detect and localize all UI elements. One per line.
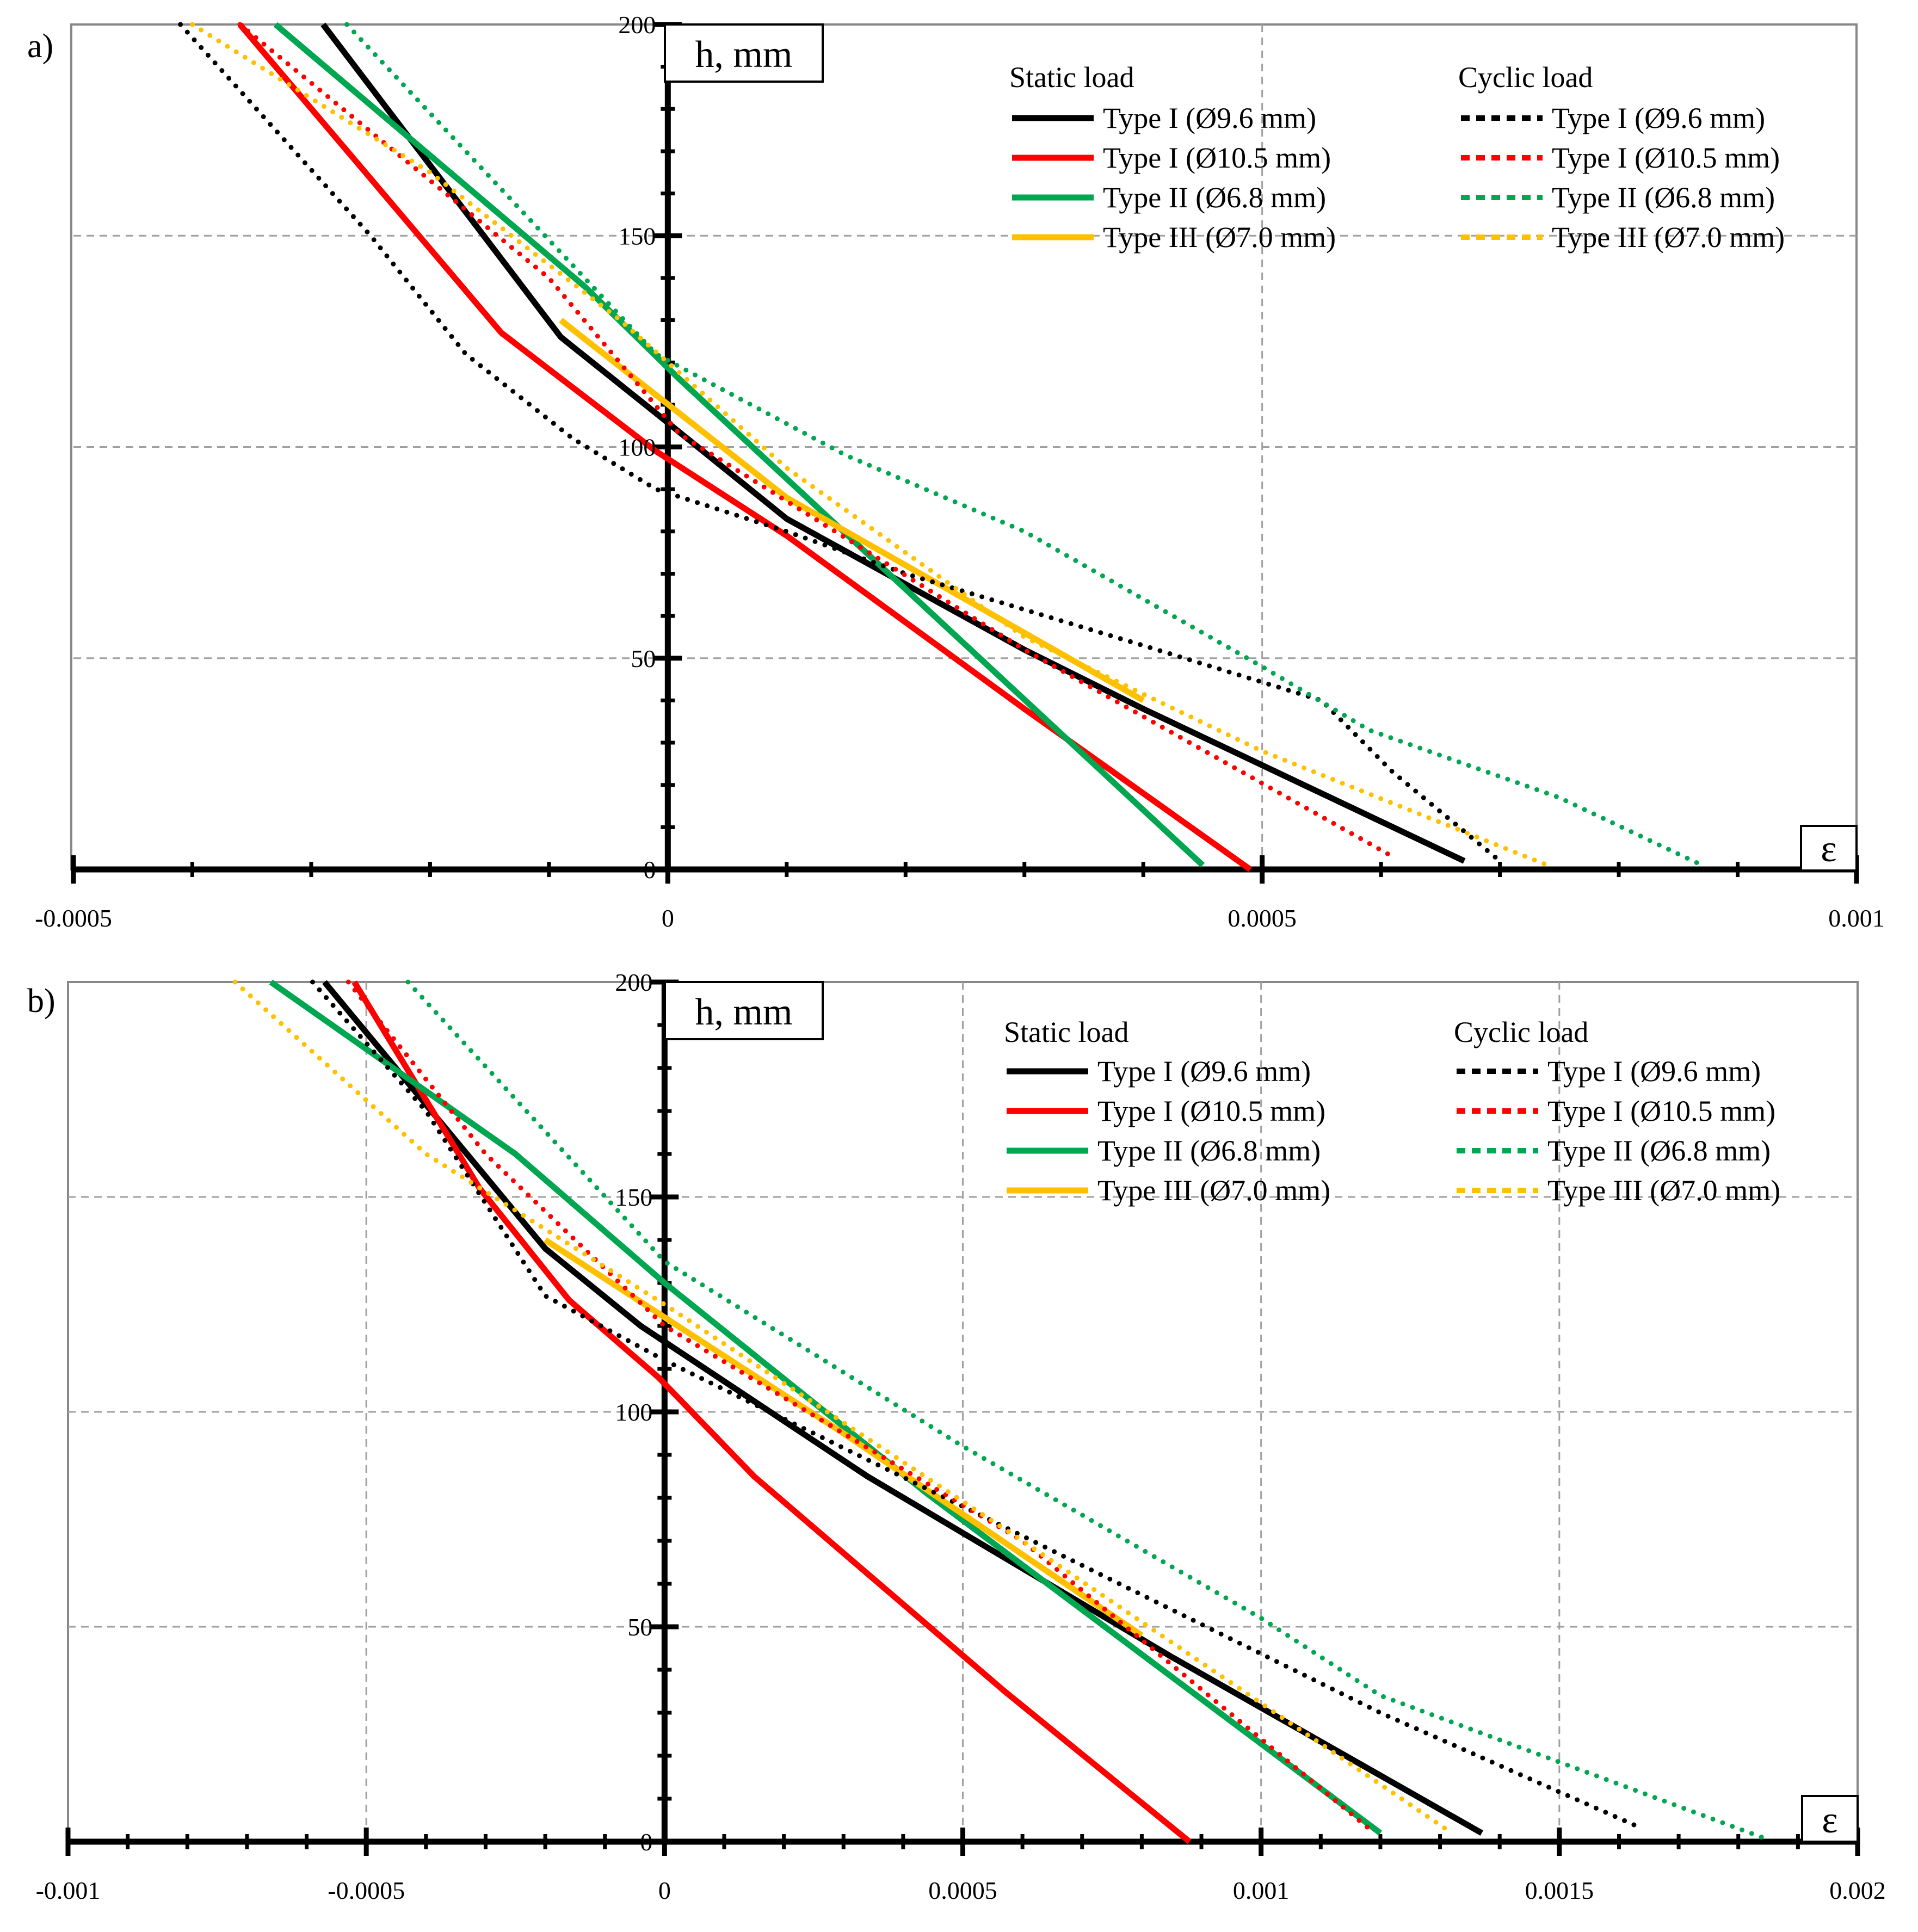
- legend-entry-label: Type I (Ø10.5 mm): [1547, 1095, 1775, 1127]
- panel-a-label: a): [27, 28, 53, 65]
- legend-entry-label: Type I (Ø10.5 mm): [1103, 141, 1331, 174]
- panel-a-ylabel-box: h, mm: [664, 23, 824, 83]
- x-tick-label: 0.002: [1829, 1877, 1886, 1904]
- legend-entry-label: Type III (Ø7.0 mm): [1547, 1174, 1780, 1207]
- panel-b-legend: Static load Type I (Ø9.6 mm) Type I (Ø10.5…: [1004, 1016, 1780, 1207]
- x-tick-label: 0.001: [1828, 904, 1885, 932]
- series-line-0: [320, 22, 1466, 864]
- panel-b: b) -0.001 -0.0005 0 0.0005 0.001 0.0015 0.002 0…: [27, 968, 1886, 1904]
- legend-group-title: Static load: [1004, 1016, 1128, 1048]
- panel-b-tick-labels: -0.001 -0.0005 0 0.0005 0.001 0.0015 0.002 0 50 1…: [36, 968, 1886, 1904]
- panel-b-xlabel-box: ε: [1801, 1795, 1859, 1843]
- y-tick-label: 0: [643, 856, 656, 884]
- x-tick-label: -0.0005: [35, 904, 112, 932]
- legend-entry-label: Type III (Ø7.0 mm): [1552, 221, 1785, 254]
- series-line-5: [346, 979, 1377, 1836]
- panel-b-ylabel: h, mm: [695, 991, 793, 1033]
- panel-a-xlabel-box: ε: [1800, 825, 1858, 872]
- y-tick-label: 50: [631, 645, 656, 672]
- legend-entry-label: Type I (Ø9.6 mm): [1103, 102, 1316, 134]
- series-line-5: [237, 22, 1396, 860]
- x-tick-label: 0: [658, 1877, 671, 1904]
- legend-group-title: Static load: [1009, 61, 1134, 94]
- panel-a-series: [178, 22, 1705, 872]
- x-tick-label: 0.001: [1233, 1877, 1290, 1904]
- y-tick-label: 150: [618, 222, 656, 250]
- panel-a-gridlines: [73, 24, 1857, 869]
- legend-entry-label: Type II (Ø6.8 mm): [1097, 1134, 1321, 1167]
- x-tick-label: 0.0015: [1525, 1877, 1594, 1904]
- legend-group-title: Cyclic load: [1458, 61, 1593, 94]
- legend-entry-label: Type III (Ø7.0 mm): [1103, 221, 1336, 254]
- y-tick-label: 200: [618, 11, 656, 39]
- panel-b-gridlines: [68, 982, 1858, 1842]
- series-line-3: [544, 1237, 1144, 1638]
- series-line-0: [322, 980, 1484, 1836]
- panel-b-label: b): [27, 983, 55, 1020]
- x-tick-label: 0: [662, 904, 674, 932]
- panel-a-legend: Static load Type I (Ø9.6 mm) Type I (Ø10.5…: [1009, 61, 1785, 254]
- legend-entry-label: Type II (Ø6.8 mm): [1103, 181, 1326, 214]
- x-tick-label: 0.0005: [928, 1877, 997, 1904]
- y-tick-label: 150: [615, 1183, 652, 1211]
- y-tick-label: 50: [627, 1613, 652, 1641]
- series-line-4: [178, 22, 1503, 863]
- y-tick-label: 0: [640, 1828, 652, 1856]
- panel-b-series: [232, 979, 1765, 1844]
- legend-group-title: Cyclic load: [1454, 1016, 1588, 1048]
- series-line-2: [269, 979, 1383, 1836]
- x-tick-label: -0.0005: [328, 1877, 405, 1904]
- y-tick-label: 100: [615, 1398, 652, 1426]
- panel-b-xlabel: ε: [1822, 1799, 1837, 1841]
- series-line-6: [344, 22, 1705, 868]
- legend-entry-label: Type II (Ø6.8 mm): [1547, 1134, 1771, 1167]
- panel-a-xlabel: ε: [1821, 828, 1836, 870]
- series-line-7: [232, 979, 1454, 1836]
- series-line-4: [310, 979, 1645, 1831]
- series-line-3: [559, 318, 1145, 703]
- legend-entry-label: Type II (Ø6.8 mm): [1552, 181, 1775, 214]
- panel-a-axes: [71, 22, 1859, 884]
- panel-b-axes: [65, 979, 1860, 1856]
- legend-entry-label: Type III (Ø7.0 mm): [1097, 1174, 1330, 1207]
- legend-entry-label: Type I (Ø10.5 mm): [1552, 141, 1780, 174]
- panel-b-ylabel-box: h, mm: [664, 981, 824, 1040]
- y-tick-label: 200: [615, 968, 652, 996]
- x-tick-label: 0.0005: [1228, 904, 1297, 932]
- panel-a-tick-labels: -0.0005 0 0.0005 0.001 0 50 100 150 200: [35, 11, 1885, 932]
- panel-a: a) -0.0005 0 0.0005 0.001 0 50 100 150 200 h, mm…: [27, 11, 1885, 932]
- legend-entry-label: Type I (Ø10.5 mm): [1097, 1095, 1325, 1127]
- legend-entry-label: Type I (Ø9.6 mm): [1552, 102, 1765, 134]
- y-tick-label: 100: [618, 434, 656, 461]
- legend-entry-label: Type I (Ø9.6 mm): [1547, 1055, 1761, 1088]
- legend-entry-label: Type I (Ø9.6 mm): [1097, 1055, 1311, 1088]
- series-line-2: [273, 22, 1205, 868]
- panel-a-ylabel: h, mm: [695, 34, 793, 76]
- x-tick-label: -0.001: [36, 1877, 101, 1904]
- series-line-7: [190, 22, 1550, 868]
